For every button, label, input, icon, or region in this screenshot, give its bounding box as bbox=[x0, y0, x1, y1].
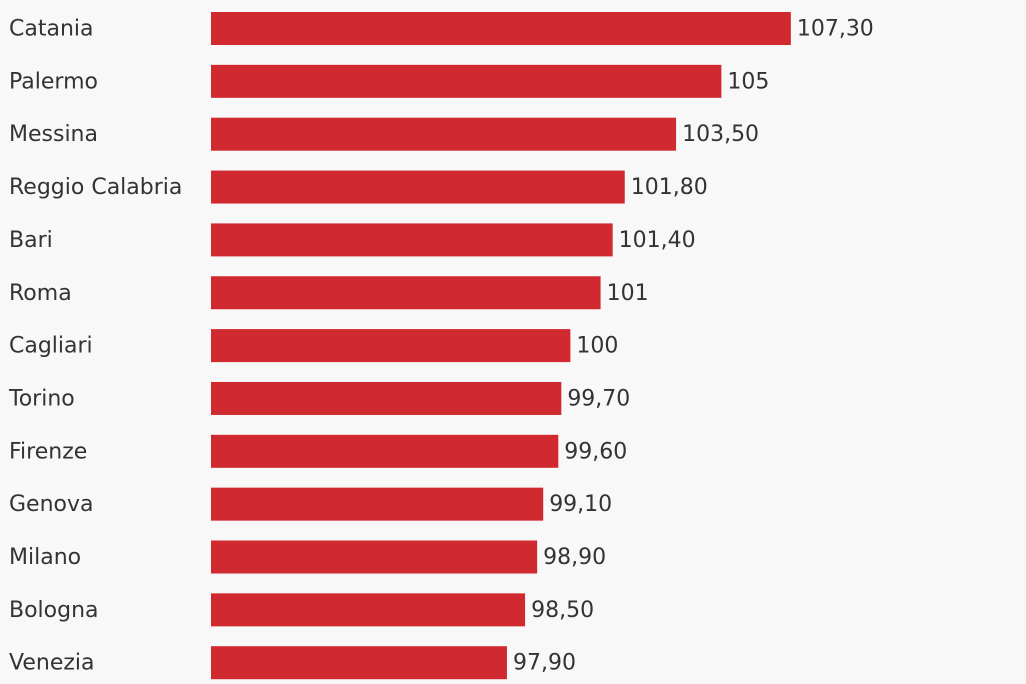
bar bbox=[211, 434, 559, 468]
value-label: 101 bbox=[607, 281, 649, 306]
bar bbox=[211, 64, 722, 98]
bar bbox=[211, 593, 526, 627]
bar bbox=[211, 329, 571, 363]
bar bbox=[211, 540, 538, 574]
bar bbox=[211, 381, 562, 415]
category-label: Torino bbox=[8, 386, 75, 411]
bar bbox=[211, 170, 625, 204]
bar bbox=[211, 223, 613, 257]
value-label: 103,50 bbox=[682, 122, 759, 147]
bar bbox=[211, 276, 601, 310]
category-label: Venezia bbox=[9, 651, 95, 676]
value-label: 98,50 bbox=[531, 598, 594, 623]
category-label: Bologna bbox=[9, 598, 99, 623]
category-label: Bari bbox=[9, 228, 53, 253]
category-label: Messina bbox=[9, 122, 98, 147]
category-label: Roma bbox=[9, 281, 72, 306]
value-label: 101,80 bbox=[631, 175, 708, 200]
category-label: Genova bbox=[9, 492, 94, 517]
category-label: Milano bbox=[9, 545, 81, 570]
value-label: 107,30 bbox=[797, 17, 874, 42]
value-label: 99,60 bbox=[564, 439, 627, 464]
value-label: 97,90 bbox=[513, 651, 576, 676]
category-label: Cagliari bbox=[9, 334, 93, 359]
value-label: 99,70 bbox=[567, 386, 630, 411]
value-label: 99,10 bbox=[549, 492, 612, 517]
category-label: Reggio Calabria bbox=[9, 175, 182, 200]
category-label: Palermo bbox=[9, 69, 98, 94]
value-label: 101,40 bbox=[619, 228, 696, 253]
value-label: 100 bbox=[576, 334, 618, 359]
value-label: 98,90 bbox=[543, 545, 606, 570]
bar bbox=[211, 12, 791, 45]
bar bbox=[211, 646, 507, 680]
bar bbox=[211, 117, 677, 151]
value-label: 105 bbox=[727, 69, 769, 94]
category-label: Catania bbox=[9, 17, 94, 42]
bar bbox=[211, 487, 544, 521]
category-label: Firenze bbox=[9, 439, 87, 464]
